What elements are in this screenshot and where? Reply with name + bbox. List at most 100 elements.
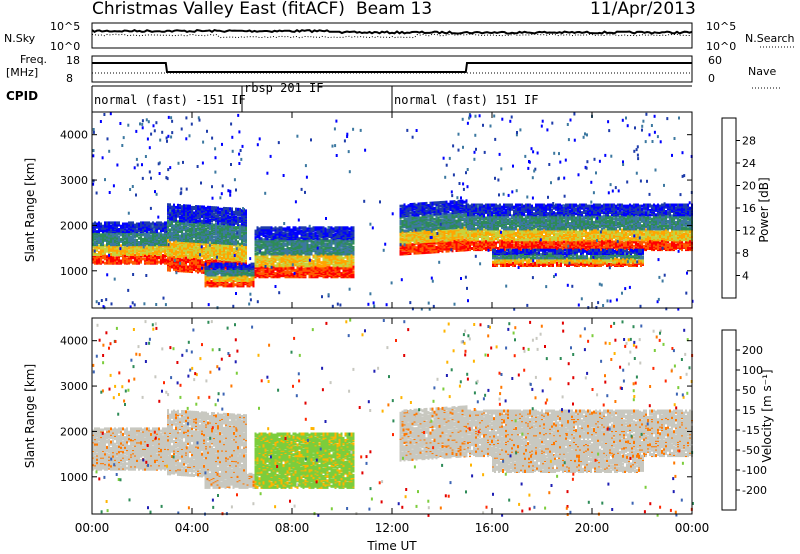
- freq-series: [92, 63, 692, 72]
- heatmap-cell: [104, 221, 106, 224]
- heatmap-cell: [144, 221, 146, 224]
- heatmap-cell: [136, 239, 138, 242]
- heatmap-cell: [179, 216, 181, 219]
- heatmap-cell: [132, 221, 134, 224]
- heatmap-cell: [167, 203, 169, 206]
- heatmap-cell: [142, 221, 144, 224]
- heatmap-cell: [126, 257, 128, 260]
- heatmap-cell: [94, 221, 96, 224]
- nave-label: Nave: [748, 65, 776, 78]
- nsearch-series: [92, 34, 692, 37]
- heatmap-cell: [122, 223, 124, 226]
- heatmap-cell: [197, 231, 199, 234]
- heatmap-cell: [158, 232, 160, 235]
- heatmap-cell: [120, 238, 122, 241]
- heatmap-cell: [175, 206, 177, 209]
- heatmap-cell: [197, 240, 199, 243]
- heatmap-cell: [134, 254, 136, 257]
- nsky-label: N.Sky: [4, 32, 36, 45]
- heatmap-cell: [120, 260, 122, 263]
- heatmap-cell: [110, 221, 112, 224]
- heatmap-cell: [98, 221, 100, 224]
- heatmap-cell: [144, 257, 146, 260]
- heatmap-cell: [148, 231, 150, 234]
- heatmap-cell: [130, 221, 132, 224]
- freq-unit: [MHz]: [6, 66, 38, 79]
- rti-figure: Christmas Valley East (fitACF) Beam 13 1…: [0, 0, 800, 554]
- heatmap-cell: [173, 224, 175, 227]
- nave-tick-bottom: 0: [708, 72, 715, 85]
- heatmap-cell: [118, 236, 120, 239]
- heatmap-cell: [181, 262, 183, 265]
- nsky-series: [92, 30, 692, 34]
- nave-tick-top: 60: [708, 54, 722, 67]
- cpid-label: CPID: [6, 89, 38, 103]
- heatmap-cell: [167, 220, 169, 223]
- heatmap-cell: [201, 220, 203, 223]
- heatmap-cell: [116, 221, 118, 224]
- heatmap-cell: [158, 240, 160, 243]
- heatmap-cell: [124, 241, 126, 244]
- heatmap-cell: [185, 257, 187, 260]
- heatmap-cell: [134, 239, 136, 242]
- heatmap-cell: [146, 221, 148, 224]
- freq-tick-top: 18: [66, 54, 80, 67]
- heatmap-cell: [162, 233, 164, 236]
- heatmap-cell: [189, 205, 191, 208]
- heatmap-cell: [167, 232, 169, 235]
- heatmap-cell: [183, 233, 185, 236]
- freq-label: Freq.: [20, 53, 47, 66]
- heatmap-cell: [195, 205, 197, 208]
- heatmap-cell: [116, 262, 118, 265]
- heatmap-cell: [167, 239, 169, 242]
- heatmap-cell: [104, 244, 106, 247]
- heatmap-cell: [154, 248, 156, 251]
- heatmap-cell: [148, 221, 150, 224]
- heatmap-cell: [173, 256, 175, 259]
- heatmap-cell: [173, 204, 175, 207]
- heatmap-cell: [138, 223, 140, 226]
- heatmap-cell: [201, 205, 203, 208]
- heatmap-cell: [189, 228, 191, 231]
- heatmap-cell: [199, 227, 201, 230]
- heatmap-cell: [104, 262, 106, 265]
- heatmap-cell: [203, 255, 205, 258]
- heatmap-cell: [106, 255, 108, 258]
- heatmap-cell: [112, 221, 114, 224]
- cpid-mode-2: rbsp 201 IF: [244, 81, 323, 95]
- heatmap-cell: [120, 250, 122, 253]
- heatmap-cell: [197, 205, 199, 208]
- heatmap-cell: [181, 259, 183, 262]
- heatmap-cell: [195, 269, 197, 272]
- heatmap-cell: [183, 254, 185, 257]
- heatmap-cell: [136, 229, 138, 232]
- heatmap-cell: [162, 223, 164, 226]
- heatmap-cell: [142, 257, 144, 260]
- heatmap-cell: [156, 221, 158, 224]
- heatmap-cell: [116, 256, 118, 259]
- heatmap-cell: [126, 229, 128, 232]
- heatmap-cell: [177, 251, 179, 254]
- heatmap-cell: [197, 247, 199, 250]
- heatmap-cell: [179, 204, 181, 207]
- heatmap-cell: [110, 253, 112, 256]
- heatmap-cell: [183, 204, 185, 207]
- heatmap-cell: [132, 261, 134, 264]
- heatmap-cell: [197, 219, 199, 222]
- heatmap-cell: [175, 209, 177, 212]
- heatmap-cell: [138, 241, 140, 244]
- heatmap-cell: [102, 225, 104, 228]
- heatmap-cell: [130, 236, 132, 239]
- heatmap-cell: [195, 228, 197, 231]
- heatmap-cell: [152, 221, 154, 224]
- heatmap-cell: [114, 221, 116, 224]
- heatmap-cell: [162, 254, 164, 257]
- heatmap-cell: [187, 233, 189, 236]
- heatmap-cell: [203, 247, 205, 250]
- heatmap-cell: [171, 206, 173, 209]
- heatmap-cell: [128, 221, 130, 224]
- heatmap-cell: [199, 205, 201, 208]
- heatmap-cell: [100, 233, 102, 236]
- heatmap-cell: [183, 265, 185, 268]
- heatmap-cell: [144, 232, 146, 235]
